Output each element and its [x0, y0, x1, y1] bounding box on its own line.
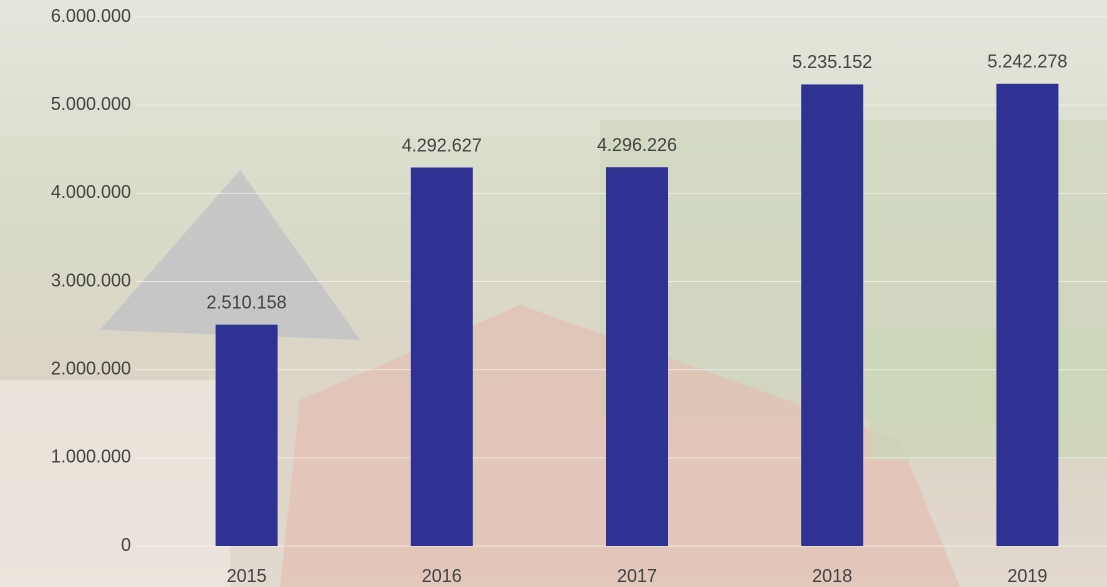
y-tick-label: 4.000.000	[51, 182, 131, 202]
x-tick-label: 2019	[1007, 566, 1047, 586]
value-label: 5.242.278	[987, 52, 1067, 72]
bar	[410, 167, 473, 546]
x-tick-label: 2016	[422, 566, 462, 586]
y-tick-label: 3.000.000	[51, 270, 131, 290]
bar	[606, 167, 668, 547]
value-label: 5.235.152	[792, 52, 872, 72]
x-tick-label: 2015	[227, 566, 267, 586]
x-tick-label: 2018	[812, 566, 852, 586]
y-tick-label: 5.000.000	[51, 94, 131, 114]
value-label: 2.510.158	[207, 292, 287, 312]
bar	[215, 324, 278, 546]
value-label: 4.296.226	[597, 135, 677, 155]
y-tick-label: 0	[121, 535, 131, 555]
x-tick-label: 2017	[617, 566, 657, 586]
y-tick-label: 6.000.000	[51, 6, 131, 26]
y-tick-label: 1.000.000	[51, 447, 131, 467]
value-label: 4.292.627	[402, 135, 482, 155]
y-tick-label: 2.000.000	[51, 358, 131, 378]
bar	[801, 84, 864, 547]
bar	[996, 83, 1059, 547]
